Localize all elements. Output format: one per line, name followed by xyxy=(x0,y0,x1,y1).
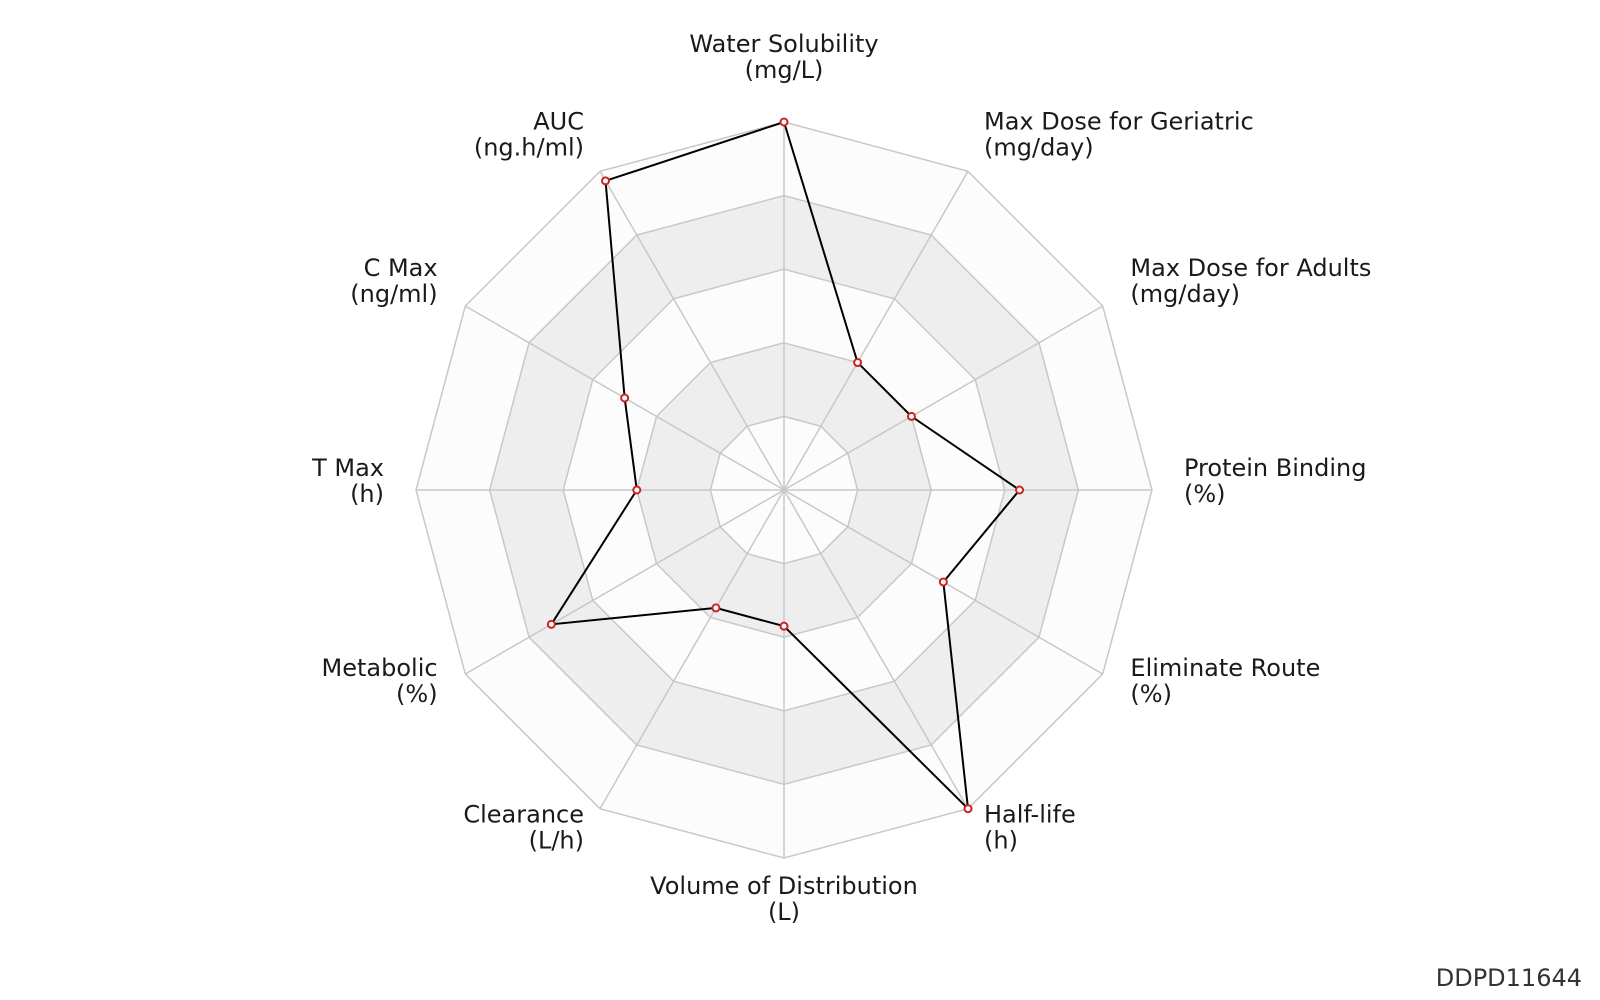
axis-name: Protein Binding xyxy=(1184,454,1366,482)
data-point-9 xyxy=(632,485,642,495)
axis-unit: (h) xyxy=(984,826,1018,854)
data-point-1 xyxy=(853,358,863,368)
axis-unit: (%) xyxy=(396,680,438,708)
axis-unit: (L) xyxy=(768,898,800,926)
axis-name: Max Dose for Adults xyxy=(1130,254,1371,282)
spoke-1 xyxy=(783,170,969,491)
axis-name: Volume of Distribution xyxy=(650,872,918,900)
data-point-4 xyxy=(938,577,948,587)
axis-name: Half-life xyxy=(984,800,1076,828)
axis-unit: (h) xyxy=(350,480,384,508)
axis-name: T Max xyxy=(311,454,384,482)
data-point-5 xyxy=(963,804,973,814)
axis-name: Eliminate Route xyxy=(1130,654,1320,682)
axis-label-2: Max Dose for Adults (mg/day) xyxy=(1130,254,1371,308)
data-point-2 xyxy=(906,411,916,421)
axis-unit: (ng.h/ml) xyxy=(474,134,584,162)
axis-label-8: Metabolic (%) xyxy=(322,654,438,708)
axis-label-11: AUC (ng.h/ml) xyxy=(474,108,584,162)
axis-unit: (mg/day) xyxy=(1130,280,1240,308)
axis-unit: (%) xyxy=(1130,680,1172,708)
spoke-8 xyxy=(464,489,785,675)
axis-label-1: Max Dose for Geriatric (mg/day) xyxy=(984,108,1254,162)
axis-label-5: Half-life (h) xyxy=(984,800,1076,854)
axis-label-10: C Max (ng/ml) xyxy=(350,254,437,308)
axis-label-0: Water Solubility (mg/L) xyxy=(689,30,878,84)
data-point-10 xyxy=(620,393,630,403)
axis-unit: (ng/ml) xyxy=(350,280,437,308)
axis-label-4: Eliminate Route (%) xyxy=(1130,654,1320,708)
axis-name: AUC xyxy=(533,108,584,136)
data-point-6 xyxy=(779,621,789,631)
axis-label-3: Protein Binding (%) xyxy=(1184,454,1366,508)
axis-name: Clearance xyxy=(463,800,584,828)
axis-name: Metabolic xyxy=(322,654,438,682)
data-point-7 xyxy=(711,603,721,613)
spoke-5 xyxy=(783,489,969,810)
data-point-8 xyxy=(546,619,556,629)
axis-unit: (mg/day) xyxy=(984,134,1094,162)
axis-name: Water Solubility xyxy=(689,30,878,58)
data-point-11 xyxy=(601,176,611,186)
spoke-11 xyxy=(599,170,785,491)
data-point-0 xyxy=(779,117,789,127)
axis-label-9: T Max (h) xyxy=(311,454,384,508)
axis-label-6: Volume of Distribution (L) xyxy=(650,872,918,926)
spoke-7 xyxy=(599,489,785,810)
axis-unit: (%) xyxy=(1184,480,1226,508)
data-point-3 xyxy=(1015,485,1025,495)
axis-name: C Max xyxy=(364,254,438,282)
watermark-id: DDPD11644 xyxy=(1435,964,1582,992)
axis-name: Max Dose for Geriatric xyxy=(984,108,1254,136)
axis-label-7: Clearance (L/h) xyxy=(463,800,584,854)
axis-unit: (mg/L) xyxy=(745,56,824,84)
axis-unit: (L/h) xyxy=(529,826,584,854)
spoke-2 xyxy=(783,305,1104,491)
